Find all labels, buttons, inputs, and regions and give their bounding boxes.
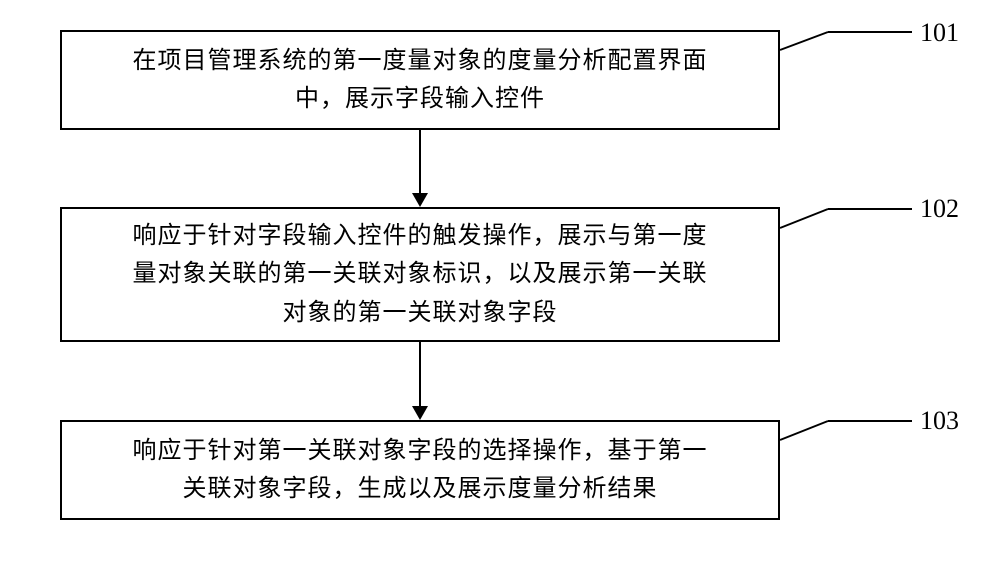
step-1-line2: 中，展示字段输入控件 [295,86,545,112]
step-3-line2: 关联对象字段，生成以及展示度量分析结果 [183,476,658,502]
flowchart-step-1: 在项目管理系统的第一度量对象的度量分析配置界面 中，展示字段输入控件 [60,30,780,130]
label-101-line1 [780,32,828,50]
step-2-label: 102 [920,194,959,224]
connector-1-to-2 [419,130,421,193]
step-3-label: 103 [920,406,959,436]
step-3-text: 响应于针对第一关联对象字段的选择操作，基于第一 关联对象字段，生成以及展示度量分… [133,432,708,509]
flowchart-step-3: 响应于针对第一关联对象字段的选择操作，基于第一 关联对象字段，生成以及展示度量分… [60,420,780,520]
arrow-2-to-3 [412,406,428,420]
flowchart-step-2: 响应于针对字段输入控件的触发操作，展示与第一度 量对象关联的第一关联对象标识，以… [60,207,780,342]
step-2-text: 响应于针对字段输入控件的触发操作，展示与第一度 量对象关联的第一关联对象标识，以… [133,217,708,332]
step-1-label: 101 [920,18,959,48]
step-2-line3: 对象的第一关联对象字段 [283,300,558,326]
flowchart-container: 在项目管理系统的第一度量对象的度量分析配置界面 中，展示字段输入控件 101 响… [0,0,1000,566]
label-102-line1 [780,209,828,228]
step-3-line1: 响应于针对第一关联对象字段的选择操作，基于第一 [133,438,708,464]
step-1-line1: 在项目管理系统的第一度量对象的度量分析配置界面 [133,48,708,74]
arrow-1-to-2 [412,193,428,207]
step-1-text: 在项目管理系统的第一度量对象的度量分析配置界面 中，展示字段输入控件 [133,42,708,119]
connector-2-to-3 [419,342,421,406]
step-2-line2: 量对象关联的第一关联对象标识，以及展示第一关联 [133,261,708,287]
label-103-line1 [780,421,828,440]
step-2-line1: 响应于针对字段输入控件的触发操作，展示与第一度 [133,223,708,249]
